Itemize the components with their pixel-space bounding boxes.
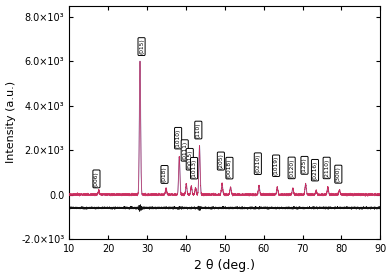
Text: (0120): (0120) xyxy=(289,158,294,178)
Text: (300): (300) xyxy=(336,166,341,182)
Text: (006): (006) xyxy=(94,171,99,187)
Text: (2110): (2110) xyxy=(324,158,329,178)
Text: (1010): (1010) xyxy=(176,128,181,148)
Text: (205): (205) xyxy=(218,153,223,169)
Text: (1019): (1019) xyxy=(274,156,279,175)
Text: (0210): (0210) xyxy=(255,154,260,173)
Text: (0216): (0216) xyxy=(312,160,318,180)
Text: (0111): (0111) xyxy=(182,141,187,160)
Text: (015): (015) xyxy=(139,39,144,54)
X-axis label: 2 θ (deg.): 2 θ (deg.) xyxy=(194,259,255,272)
Text: (0018): (0018) xyxy=(227,158,232,178)
Text: (1013): (1013) xyxy=(192,158,196,178)
Text: (110): (110) xyxy=(196,122,201,138)
Text: (0015): (0015) xyxy=(187,150,192,169)
Text: (125): (125) xyxy=(302,157,307,173)
Text: (018): (018) xyxy=(162,167,167,182)
Y-axis label: Intensity (a.u.): Intensity (a.u.) xyxy=(5,81,16,163)
